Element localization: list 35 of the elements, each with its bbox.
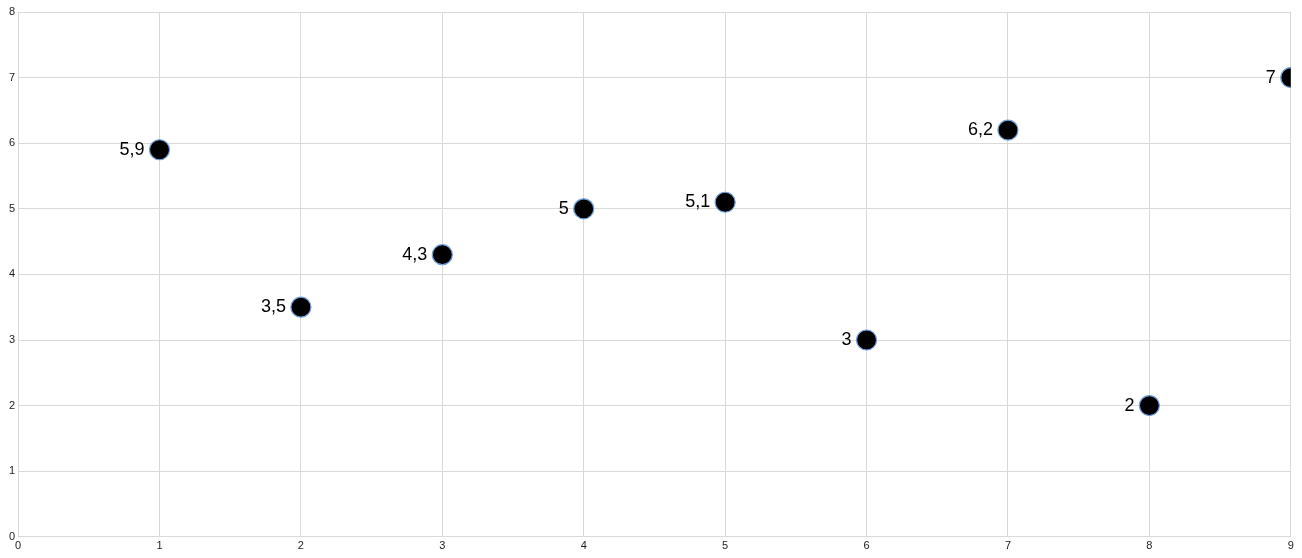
x-tick-label: 3	[439, 539, 446, 552]
data-label: 4,3	[402, 243, 428, 264]
point	[714, 191, 736, 213]
x-tick-label: 6	[863, 539, 870, 552]
y-tick-label: 2	[8, 398, 16, 411]
data-label: 2	[1124, 394, 1135, 415]
point	[290, 296, 312, 318]
y-tick-label: 6	[8, 136, 16, 149]
x-tick-label: 4	[580, 539, 587, 552]
point	[148, 139, 171, 161]
y-tick-label: 4	[8, 267, 16, 280]
x-tick-label: 7	[1004, 539, 1012, 552]
y-tick-label: 3	[8, 333, 16, 346]
data-label: 3,5	[260, 296, 286, 317]
data-label: 7	[1265, 66, 1276, 87]
data-label: 5,1	[685, 191, 711, 212]
x-tick-label: 8	[1146, 539, 1153, 552]
x-tick-label: 2	[297, 539, 304, 552]
y-tick-label: 1	[8, 464, 16, 477]
x-tick-label: 1	[156, 539, 163, 552]
data-label: 6,2	[967, 119, 993, 140]
point	[855, 329, 878, 351]
point	[573, 198, 595, 220]
data-label: 3	[841, 328, 852, 349]
x-tick-label: 9	[1287, 539, 1294, 552]
y-tick-label: 0	[8, 529, 16, 542]
x-tick-label: 5	[722, 539, 729, 552]
y-tick-label: 7	[8, 70, 16, 83]
y-tick-label: 5	[8, 201, 16, 214]
point	[997, 119, 1019, 141]
data-label: 5	[558, 197, 569, 218]
data-label: 5,9	[119, 138, 145, 159]
point	[1138, 395, 1160, 417]
point	[431, 244, 453, 266]
y-tick-label: 8	[8, 5, 16, 18]
